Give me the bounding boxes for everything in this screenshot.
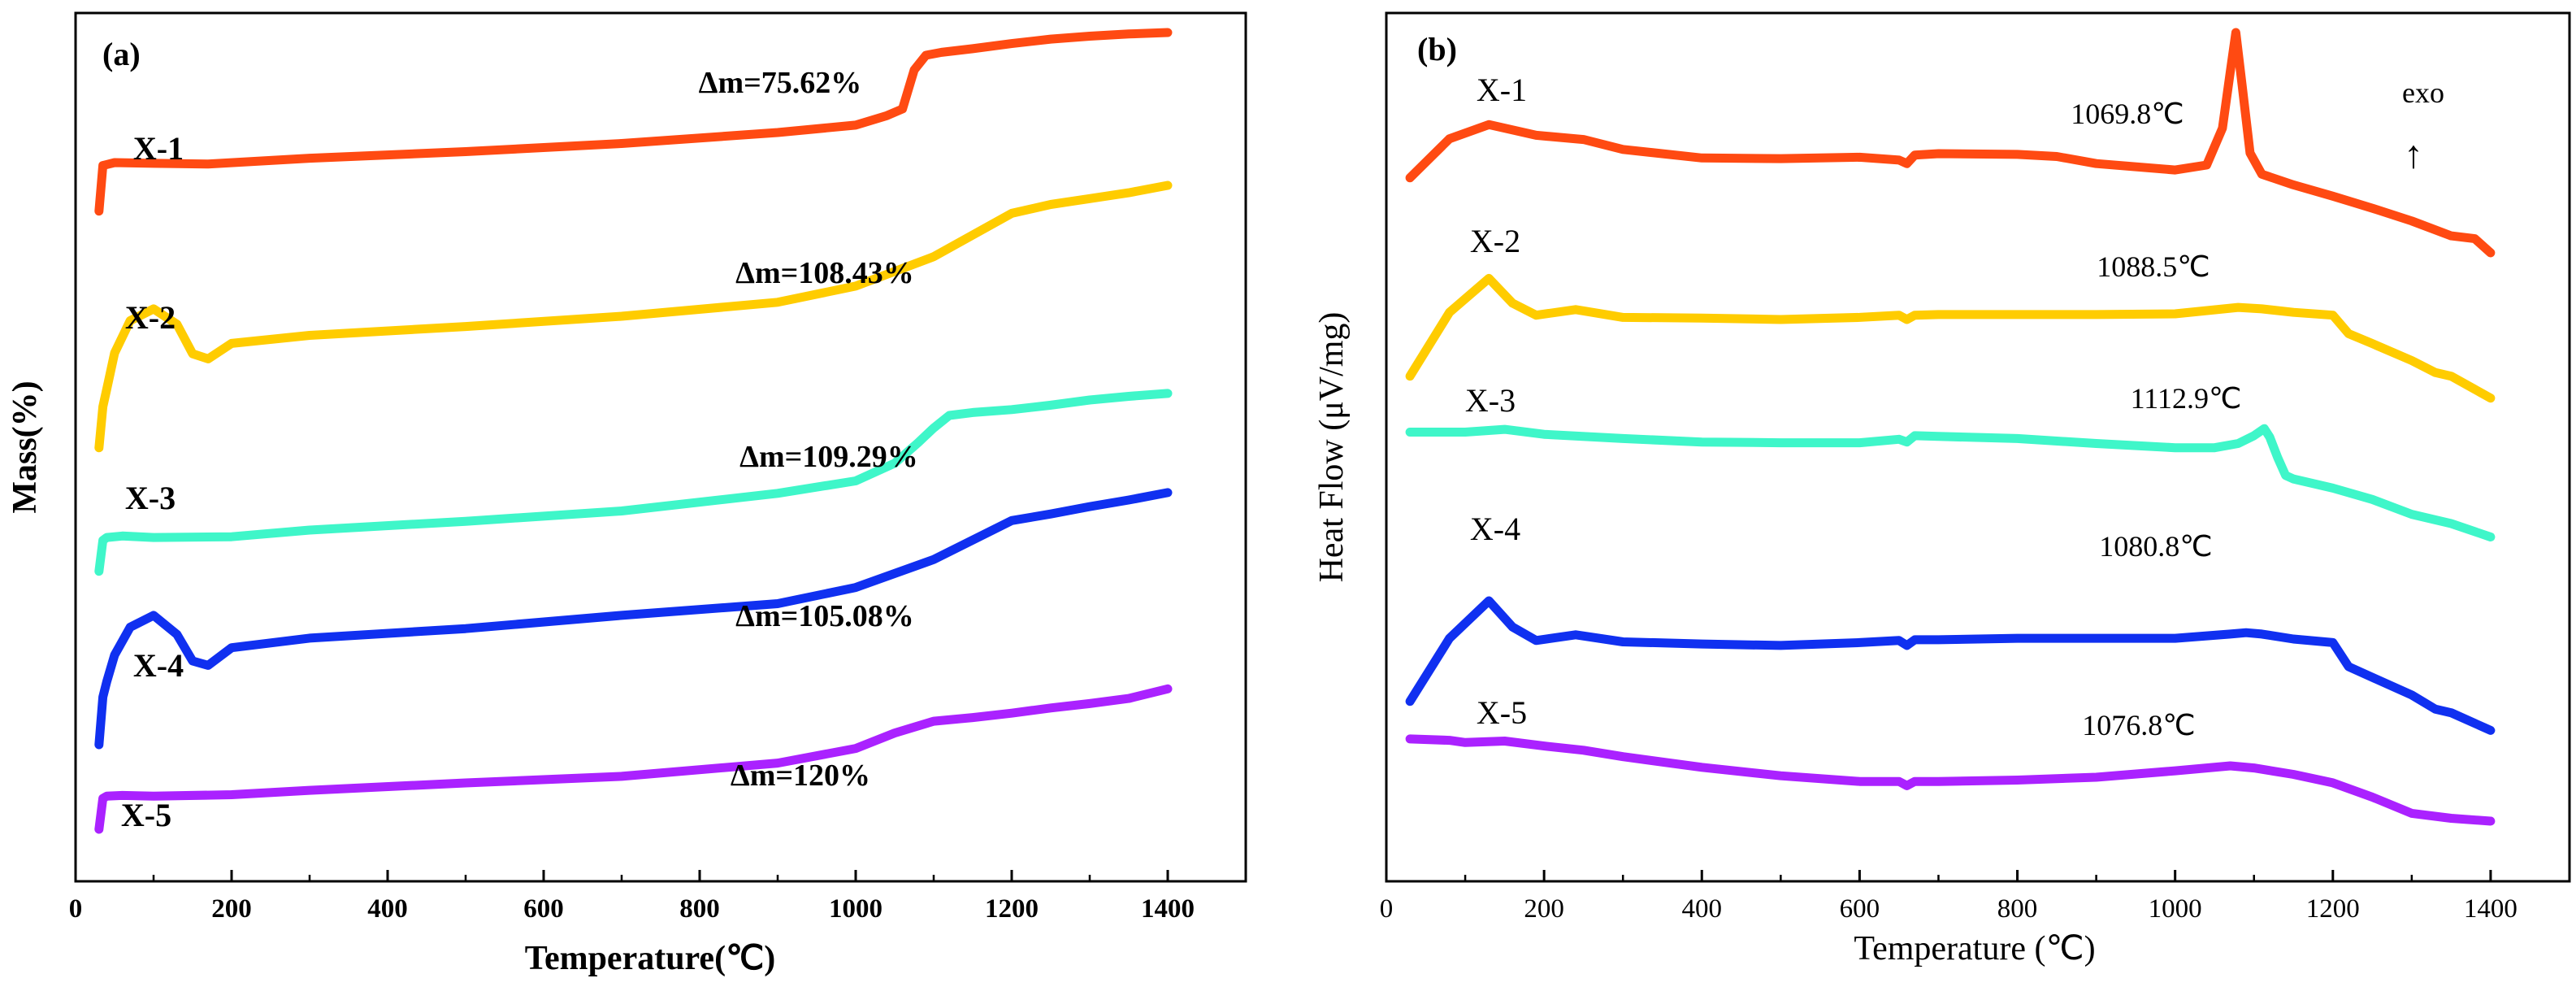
- annotation-x-3: 1112.9℃: [2131, 382, 2242, 415]
- panel-b-x-ticks: [1385, 870, 2492, 881]
- annotation-x-2: Δm=108.43%: [735, 256, 914, 290]
- annotation-x-5: 1076.8℃: [2082, 709, 2195, 741]
- panel-b-y-axis-title: Heat Flow (μV/mg): [1313, 312, 1351, 583]
- series-line-x-4: [94, 180, 1173, 453]
- series-line-x-5: [94, 28, 1173, 216]
- annotation-x-4: 1080.8℃: [2099, 530, 2212, 563]
- x-tick-label: 400: [1682, 894, 1723, 924]
- series-line-x-1: [1405, 734, 2496, 826]
- x-tick-label: 400: [367, 894, 408, 924]
- series-line-x-3: [1405, 424, 2496, 541]
- series-line-x-2: [94, 488, 1173, 750]
- x-tick-label: 1400: [2464, 894, 2517, 924]
- panel-b-heat-flow-chart: 0 200 400 600 800 1000 1200 1400 X-5X-4X-3X-2X-…: [1313, 11, 2571, 967]
- annotation-x-1: 1069.8℃: [2071, 98, 2184, 130]
- x-tick-label: 200: [211, 894, 252, 924]
- x-tick-label: 800: [1997, 894, 2038, 924]
- panel-a-mass-chart: 0 200 400 600 800 1000 1200 1400 X-5X-4X-3X-2X-…: [7, 11, 1247, 977]
- curve-label-x-4: X-4: [1470, 511, 1520, 547]
- panel-b-label: (b): [1417, 31, 1457, 67]
- annotation-x-2: 1088.5℃: [2097, 250, 2210, 283]
- x-tick-label: 600: [1840, 894, 1880, 924]
- panel-a-x-tick-labels: 0 200 400 600 800 1000 1200 1400: [69, 894, 1195, 924]
- exo-label: exo: [2402, 76, 2444, 109]
- curve-label-x-1: X-1: [133, 130, 184, 167]
- panel-b-x-axis-title: Temperature (℃): [1854, 930, 2095, 967]
- panel-a-annotations: Δm=120% Δm=105.08% Δm=109.29% Δm=108.43% Δm=…: [699, 66, 918, 793]
- series-line-x-2: [1405, 596, 2496, 735]
- x-tick-label: 1000: [829, 894, 883, 924]
- panel-a-x-ticks: [74, 870, 1169, 881]
- x-tick-label: 1200: [2306, 894, 2360, 924]
- x-tick-label: 800: [679, 894, 720, 924]
- panel-b-frame: [1385, 11, 2571, 883]
- curve-label-x-4: X-4: [133, 647, 184, 684]
- x-tick-label: 1200: [985, 894, 1039, 924]
- series-line-x-1: [94, 684, 1173, 834]
- panel-b-curve-labels: X-5 X-4 X-3 X-2 X-1: [1465, 72, 1527, 731]
- panel-a-label: (a): [102, 36, 141, 72]
- curve-label-x-3: X-3: [1465, 382, 1516, 419]
- curve-label-x-2: X-2: [1470, 223, 1520, 259]
- curve-label-x-5: X-5: [121, 797, 171, 833]
- annotation-x-5: Δm=120%: [731, 759, 870, 793]
- curve-label-x-5: X-5: [1477, 694, 1527, 731]
- panel-a-series: [94, 28, 1173, 834]
- annotation-x-3: Δm=109.29%: [739, 440, 918, 474]
- panel-b-x-tick-labels: 0 200 400 600 800 1000 1200 1400: [1380, 894, 2517, 924]
- curve-label-x-3: X-3: [125, 480, 176, 516]
- exo-arrow-icon: ↑: [2404, 133, 2423, 176]
- annotation-x-1: Δm=75.62%: [699, 66, 862, 100]
- x-tick-label: 600: [523, 894, 564, 924]
- panel-b-series: [1405, 28, 2496, 826]
- series-line-x-4: [1405, 273, 2496, 403]
- x-tick-label: 1000: [2149, 894, 2202, 924]
- curve-label-x-2: X-2: [125, 299, 176, 336]
- x-tick-label: 1400: [1141, 894, 1195, 924]
- annotation-x-4: Δm=105.08%: [735, 599, 914, 633]
- x-tick-label: 0: [1380, 894, 1394, 924]
- series-line-x-5: [1405, 28, 2496, 258]
- panel-a-curve-labels: X-5 X-4 X-3 X-2 X-1: [121, 130, 184, 833]
- x-tick-label: 0: [69, 894, 83, 924]
- panel-a-x-axis-title: Temperature(℃): [525, 940, 775, 977]
- x-tick-label: 200: [1524, 894, 1564, 924]
- panel-b-peak-annotations: 1076.8℃ 1080.8℃ 1112.9℃ 1088.5℃ 1069.8℃: [2071, 98, 2241, 741]
- panel-a-frame: [74, 11, 1247, 883]
- curve-label-x-1: X-1: [1477, 72, 1527, 108]
- panel-a-y-axis-title: Mass(%): [7, 380, 44, 513]
- series-line-x-3: [94, 389, 1173, 576]
